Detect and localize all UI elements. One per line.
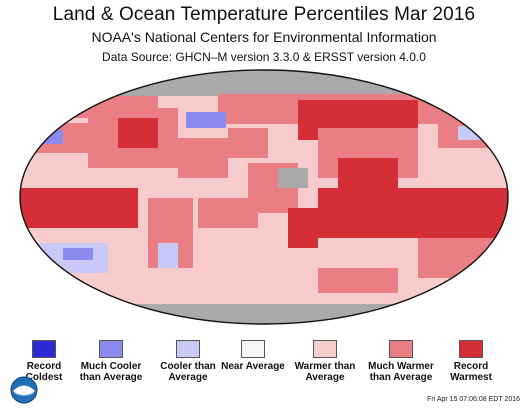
north-polar-no-data — [20, 70, 508, 96]
legend-item: Near Average — [218, 340, 288, 372]
noaa-logo-icon — [10, 376, 38, 404]
legend-swatch — [176, 340, 200, 358]
legend-label: Cooler than Average — [160, 361, 216, 383]
legend-label: Record Coldest — [25, 361, 63, 383]
legend-item: Record Coldest — [9, 340, 79, 383]
region-tropical-atlantic — [198, 198, 258, 228]
world-map-svg — [19, 69, 509, 325]
globe-outline — [19, 69, 509, 325]
region-europe — [228, 128, 268, 158]
legend-item: Record Warmest — [436, 340, 506, 383]
map-subtitle: NOAA's National Centers for Environmenta… — [91, 29, 437, 45]
legend-label: Warmer than Average — [294, 361, 356, 383]
legend-item: Much Cooler than Average — [76, 340, 146, 383]
region-south-america-cool — [158, 243, 178, 268]
legend-item: Cooler than Average — [153, 340, 223, 383]
legend-item: Much Warmer than Average — [366, 340, 436, 383]
region-south-pacific-much-cool — [63, 248, 93, 260]
legend-swatch — [99, 340, 123, 358]
data-source: Data Source: GHCN–M version 3.3.0 & ERSS… — [102, 50, 426, 64]
region-north-america-record — [118, 118, 158, 148]
legend-label: Record Warmest — [450, 361, 492, 383]
legend-swatch — [459, 340, 483, 358]
timestamp: Fri Apr 15 07:06:08 EDT 2016 — [427, 396, 520, 403]
region-sahara-no-data — [278, 168, 308, 188]
legend-label: Much Cooler than Average — [79, 361, 143, 383]
region-tasman-cool — [468, 268, 488, 282]
world-map — [18, 68, 510, 326]
region-australia — [418, 238, 498, 278]
region-north-atlantic — [178, 138, 228, 178]
region-south-indian — [318, 268, 398, 293]
legend-swatch — [32, 340, 56, 358]
legend-label: Much Warmer than Average — [368, 361, 434, 383]
region-indian-ocean-west-pacific — [318, 188, 508, 238]
region-greenland-cool — [186, 112, 226, 128]
map-title: Land & Ocean Temperature Percentiles Mar… — [52, 4, 476, 25]
region-tropical-pacific-east — [20, 188, 138, 228]
region-africa-central — [288, 208, 318, 248]
legend-swatch — [241, 340, 265, 358]
legend-label: Near Average — [221, 361, 285, 372]
legend-swatch — [389, 340, 413, 358]
region-south-asia — [338, 158, 398, 188]
south-polar-no-data — [20, 304, 508, 324]
legend-item: Warmer than Average — [290, 340, 360, 383]
legend: Record Coldest Much Cooler than Average Co… — [0, 340, 528, 396]
legend-swatch — [313, 340, 337, 358]
